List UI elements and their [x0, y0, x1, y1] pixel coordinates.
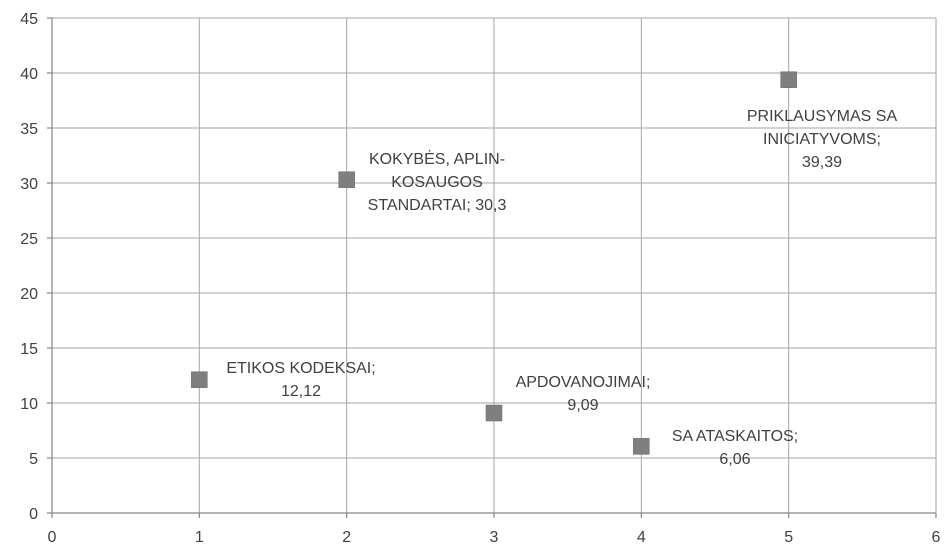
x-tick-label: 4: [637, 529, 646, 546]
data-point-marker: [485, 404, 503, 422]
data-label: ETIKOS KODEKSAI;: [226, 360, 375, 377]
data-label: KOKYBĖS, APLIN-: [369, 149, 505, 168]
data-label: 39,39: [802, 154, 842, 171]
y-tick-label: 45: [20, 11, 38, 28]
y-tick-label: 0: [29, 506, 38, 523]
x-tick-label: 3: [490, 529, 499, 546]
y-tick-label: 25: [20, 231, 38, 248]
data-labels: ETIKOS KODEKSAI; 12,12 KOKYBĖS, APLIN- KOSA…: [226, 108, 897, 468]
grid-lines: [52, 17, 937, 513]
data-points: [191, 71, 797, 455]
y-tick-label: 5: [29, 451, 38, 468]
data-label: 6,06: [719, 451, 750, 468]
data-label: APDOVANOJIMAI;: [516, 374, 651, 391]
data-point-marker: [191, 371, 208, 388]
y-tick-label: 20: [20, 286, 38, 303]
axes: [47, 17, 937, 518]
data-label: PRIKLAUSYMAS SA: [747, 108, 898, 125]
data-label: INICIATYVOMS;: [763, 131, 881, 148]
y-tick-label: 10: [20, 396, 38, 413]
y-tick-label: 30: [20, 176, 38, 193]
data-point-marker: [338, 171, 355, 188]
y-tick-label: 35: [20, 121, 38, 138]
x-tick-label: 6: [932, 529, 941, 546]
x-tick-label: 1: [195, 529, 204, 546]
y-tick-label: 15: [20, 341, 38, 358]
data-point-marker: [780, 71, 797, 88]
data-label: 12,12: [281, 383, 321, 400]
x-tick-label: 2: [342, 529, 351, 546]
data-label: 9,09: [567, 397, 598, 414]
data-label: KOSAUGOS: [391, 174, 483, 191]
data-point-marker: [633, 438, 650, 455]
data-label: SA ATASKAITOS;: [672, 428, 798, 445]
y-tick-label: 40: [20, 66, 38, 83]
x-tick-label: 0: [48, 529, 57, 546]
x-tick-label: 5: [784, 529, 793, 546]
data-label: STANDARTAI; 30,3: [368, 197, 507, 214]
